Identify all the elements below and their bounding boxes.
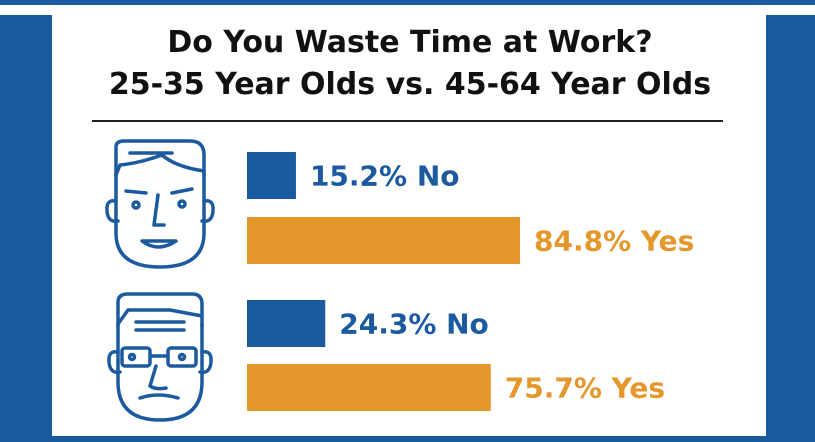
right-side-band — [766, 15, 815, 436]
bar-label-older-no: 24.3% No — [339, 308, 489, 341]
bar-older-yes — [247, 364, 491, 411]
chart-subtitle: 25-35 Year Olds vs. 45-64 Year Olds — [108, 67, 712, 102]
bar-label-young-no: 15.2% No — [310, 160, 460, 193]
bar-label-older-yes: 75.7% Yes — [505, 372, 665, 405]
young-man-face-icon — [105, 139, 215, 269]
chart-title: Do You Waste Time at Work? — [167, 25, 653, 60]
top-border — [0, 0, 815, 5]
bar-young-no — [247, 152, 296, 199]
bottom-border — [0, 436, 815, 442]
bar-older-no — [247, 300, 326, 347]
bar-young-yes — [247, 217, 521, 264]
left-side-band — [0, 15, 52, 436]
bar-label-young-yes: 84.8% Yes — [534, 225, 694, 258]
title-divider — [92, 120, 723, 122]
older-man-with-glasses-face-icon — [107, 292, 213, 422]
